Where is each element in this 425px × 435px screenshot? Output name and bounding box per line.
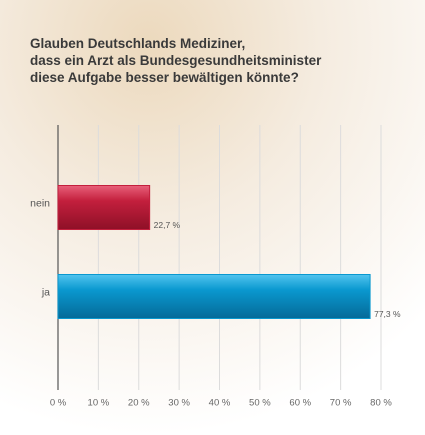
bar	[57, 185, 151, 230]
bar	[57, 274, 371, 319]
x-tick-label: 80 %	[370, 398, 392, 409]
x-tick-label: 70 %	[330, 398, 352, 409]
chart-title: dass ein Arzt als Bundesgesundheitsminis…	[30, 53, 322, 68]
value-label: 22,7 %	[154, 220, 181, 230]
x-tick-label: 20 %	[128, 398, 150, 409]
x-tick-label: 40 %	[209, 398, 231, 409]
x-tick-label: 60 %	[289, 398, 311, 409]
category-label: nein	[30, 197, 50, 209]
category-label: ja	[41, 286, 50, 298]
chart-title: Glauben Deutschlands Mediziner,	[30, 36, 245, 51]
x-tick-label: 0 %	[50, 398, 67, 409]
chart-title: diese Aufgabe besser bewältigen könnte?	[30, 70, 299, 85]
x-tick-label: 50 %	[249, 398, 271, 409]
x-tick-label: 10 %	[88, 398, 110, 409]
value-label: 77,3 %	[374, 309, 401, 319]
x-tick-label: 30 %	[168, 398, 190, 409]
